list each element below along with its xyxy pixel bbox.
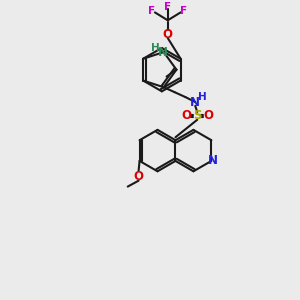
Text: H: H	[152, 43, 160, 53]
Text: O: O	[203, 109, 213, 122]
Text: O: O	[134, 170, 144, 183]
Text: N: N	[208, 154, 218, 167]
Text: N: N	[190, 95, 200, 109]
Text: S: S	[193, 109, 202, 122]
Text: N: N	[158, 46, 168, 59]
Text: F: F	[164, 2, 171, 13]
Text: F: F	[148, 6, 155, 16]
Text: H: H	[198, 92, 207, 102]
Text: O: O	[163, 28, 173, 40]
Text: O: O	[182, 109, 191, 122]
Text: F: F	[180, 6, 187, 16]
